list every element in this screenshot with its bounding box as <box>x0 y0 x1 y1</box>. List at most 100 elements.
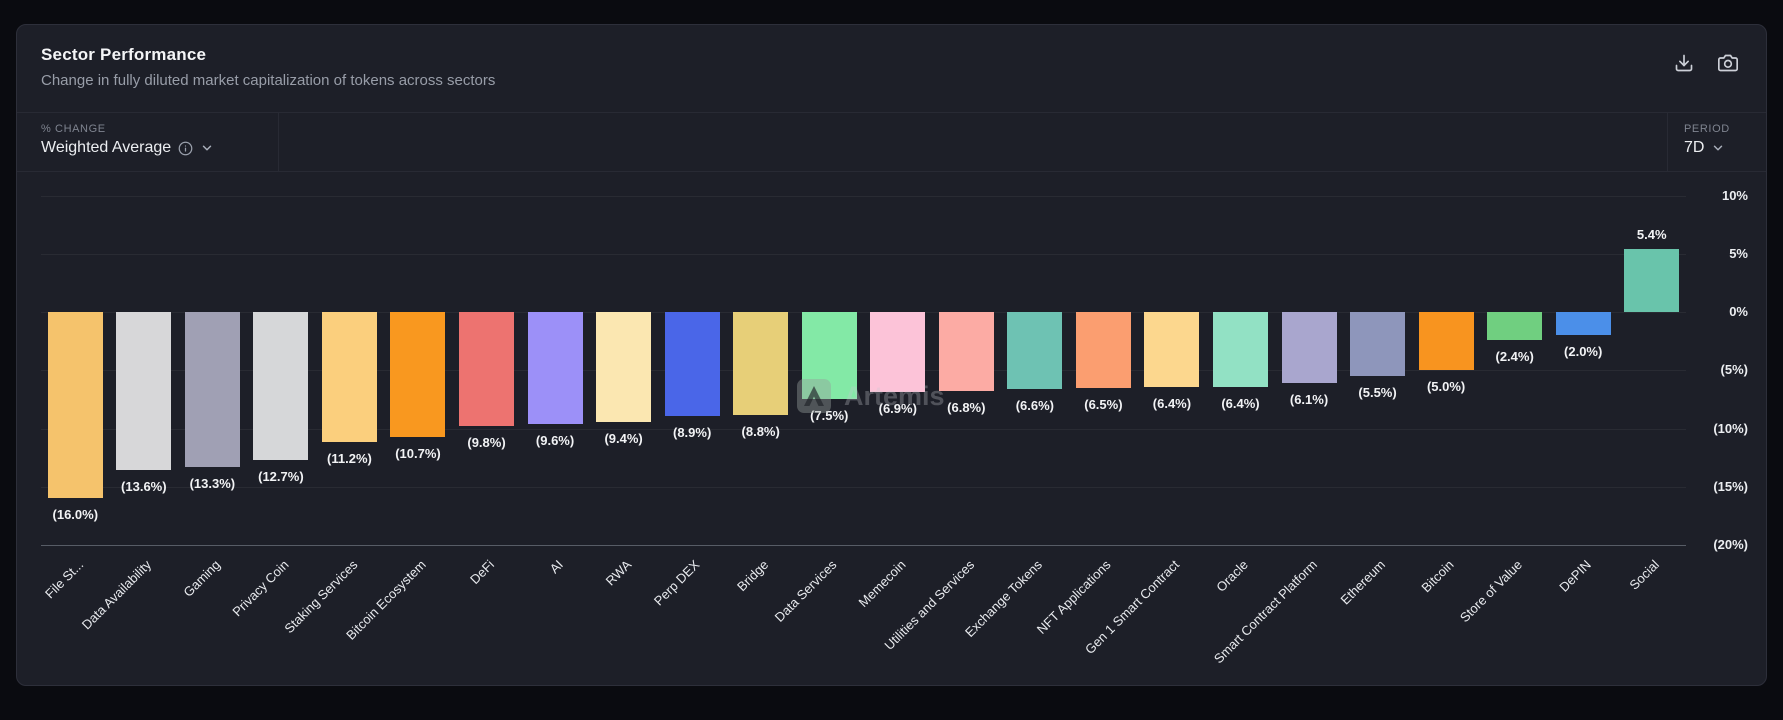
bar-oracle[interactable] <box>1212 312 1268 387</box>
bar-value-label: (6.4%) <box>1152 395 1192 411</box>
gridline <box>41 312 1686 313</box>
bar-value-label: (6.6%) <box>1015 397 1054 413</box>
x-axis-label: Privacy Coin <box>229 557 292 620</box>
download-icon <box>1674 54 1694 76</box>
x-axis-label: File St... <box>41 557 86 602</box>
bar-value-label: (6.1%) <box>1289 392 1329 408</box>
y-axis-label: (5%) <box>1720 362 1748 378</box>
bar-store-of-value[interactable] <box>1487 312 1543 340</box>
y-axis-label: (15%) <box>1713 478 1748 494</box>
gridline <box>41 253 1686 255</box>
bar-value-label: (5.0%) <box>1426 379 1466 395</box>
bar-depin[interactable] <box>1555 312 1611 336</box>
bar-value-label: (8.8%) <box>741 423 780 439</box>
bar-value-label: (6.4%) <box>1221 395 1260 411</box>
chevron-down-icon <box>200 141 214 155</box>
bar-bridge[interactable] <box>733 312 789 415</box>
bar-value-label: (6.5%) <box>1084 396 1123 412</box>
bar-data-services[interactable] <box>801 312 857 400</box>
x-axis-label: Ethereum <box>1337 557 1389 608</box>
y-axis-label: 10% <box>1721 187 1748 203</box>
header-text: Sector Performance Change in fully dilut… <box>41 45 495 89</box>
bar-perp-dex[interactable] <box>664 312 720 416</box>
bar-exchange-tokens[interactable] <box>1007 312 1063 389</box>
bar-value-label: (12.7%) <box>258 468 304 484</box>
card-header: Sector Performance Change in fully dilut… <box>17 25 1766 113</box>
x-axis-label: DeFi <box>467 557 498 588</box>
gridline <box>41 428 1686 430</box>
bar-value-label: (2.0%) <box>1564 344 1603 360</box>
x-axis-label: Oracle <box>1213 557 1252 595</box>
bar-value-label: (13.3%) <box>189 475 236 491</box>
controls-spacer <box>279 113 1667 171</box>
bar-value-label: (9.6%) <box>535 432 575 448</box>
bar-gaming[interactable] <box>184 312 240 467</box>
x-axis-label: Staking Services <box>280 557 361 637</box>
metric-label: % CHANGE <box>41 123 106 135</box>
gridline <box>41 545 1686 546</box>
bar-bitcoin-ecosystem[interactable] <box>390 312 446 437</box>
gridline <box>41 195 1686 197</box>
bar-value-label: (6.9%) <box>878 401 917 417</box>
sector-performance-card: Sector Performance Change in fully dilut… <box>16 24 1767 686</box>
x-axis-label: Data Availability <box>79 557 155 633</box>
bar-file-st[interactable] <box>47 312 103 499</box>
bar-value-label: (13.6%) <box>121 479 167 495</box>
bar-smart-contract-platform[interactable] <box>1281 312 1337 384</box>
download-button[interactable] <box>1670 49 1698 77</box>
bar-defi[interactable] <box>459 312 515 427</box>
bar-utilities-and-services[interactable] <box>938 312 994 392</box>
gridline <box>41 486 1686 488</box>
metric-value: Weighted Average <box>41 139 172 156</box>
x-axis-label: Bridge <box>734 557 772 595</box>
header-actions <box>1670 45 1742 77</box>
bar-value-label: (11.2%) <box>327 451 372 467</box>
x-axis-label: Bitcoin <box>1418 557 1457 596</box>
period-label: PERIOD <box>1684 123 1730 135</box>
x-axis-label: Data Services <box>771 557 840 625</box>
x-axis-label: DePIN <box>1556 557 1594 595</box>
info-icon[interactable] <box>178 141 193 156</box>
bar-value-label: (7.5%) <box>810 408 849 424</box>
bar-value-label: (16.0%) <box>52 507 99 523</box>
bar-ai[interactable] <box>527 312 583 424</box>
bar-social[interactable] <box>1624 249 1680 312</box>
x-axis-label: Store of Value <box>1457 557 1526 626</box>
plot-area: (16.0%) File St... (13.6%) Data Availabilit… <box>41 172 1686 685</box>
bar-value-label: 5.4% <box>1636 227 1667 243</box>
bar-value-label: (5.5%) <box>1358 385 1397 401</box>
y-axis-label: (20%) <box>1713 537 1748 552</box>
y-axis-label: 0% <box>1729 304 1748 319</box>
bar-bitcoin[interactable] <box>1418 312 1474 371</box>
bar-value-label: (8.9%) <box>672 424 712 440</box>
page-subtitle: Change in fully diluted market capitaliz… <box>41 72 496 89</box>
bar-gen-1-smart-contract[interactable] <box>1144 312 1200 387</box>
bar-privacy-coin[interactable] <box>253 312 309 460</box>
period-dropdown[interactable]: PERIOD 7D <box>1667 113 1766 171</box>
bar-value-label: (9.4%) <box>604 430 643 446</box>
y-axis-label: (10%) <box>1713 420 1748 436</box>
x-axis-label: Memecoin <box>855 557 909 611</box>
x-axis-label: RWA <box>602 557 635 589</box>
bar-rwa[interactable] <box>596 312 652 422</box>
bar-data-availability[interactable] <box>116 312 172 471</box>
bar-value-label: (6.8%) <box>947 400 986 416</box>
bar-nft-applications[interactable] <box>1075 312 1131 388</box>
bar-value-label: (10.7%) <box>395 445 441 461</box>
x-axis-label: Perp DEX <box>651 557 703 609</box>
camera-icon <box>1718 54 1738 76</box>
bar-staking-services[interactable] <box>321 312 377 443</box>
metric-dropdown[interactable]: % CHANGE Weighted Average <box>17 113 279 171</box>
y-axis-label: 5% <box>1729 245 1748 261</box>
x-axis-label: Gaming <box>180 557 223 600</box>
bar-ethereum[interactable] <box>1350 312 1406 377</box>
bar-memecoin[interactable] <box>870 312 926 393</box>
bar-value-label: (9.8%) <box>467 435 506 451</box>
gridline <box>41 370 1686 372</box>
period-value: 7D <box>1684 139 1705 156</box>
screenshot-button[interactable] <box>1714 49 1742 77</box>
x-axis-label: Social <box>1626 557 1663 593</box>
page-title: Sector Performance <box>41 45 207 64</box>
chevron-down-icon <box>1711 141 1725 155</box>
